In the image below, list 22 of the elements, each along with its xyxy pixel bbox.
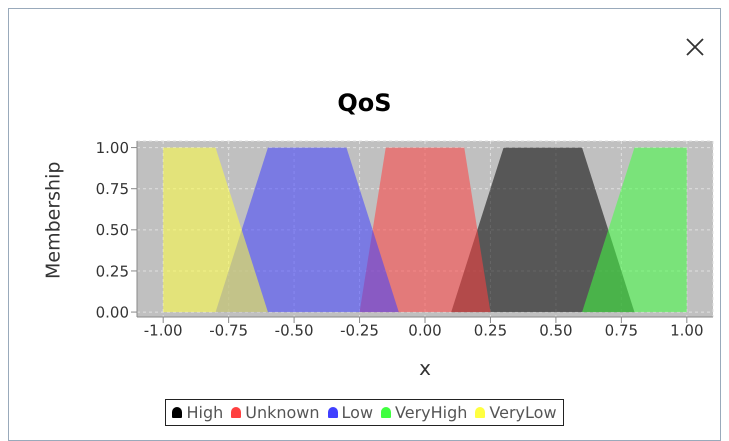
legend-label: Unknown xyxy=(245,403,320,422)
legend-label: VeryHigh xyxy=(395,403,468,422)
y-tick-label: 1.00 xyxy=(96,138,129,157)
x-tick-label: -0.75 xyxy=(209,322,248,340)
x-tick-label: -0.50 xyxy=(274,322,314,340)
x-tick-label: 0.50 xyxy=(539,322,573,340)
x-tick-label: 1.00 xyxy=(670,322,704,340)
x-axis-title: x xyxy=(419,356,432,380)
x-tick-label: 0.75 xyxy=(604,322,638,340)
x-tick-label: 0.00 xyxy=(408,322,442,340)
y-axis-title: Membership xyxy=(42,162,65,279)
y-tick-label: 0.25 xyxy=(96,262,129,280)
x-tick-label: -1.00 xyxy=(144,322,183,340)
y-tick-label: 0.50 xyxy=(96,221,129,240)
x-tick-label: 0.25 xyxy=(474,322,508,340)
legend-label: VeryLow xyxy=(489,403,557,422)
legend-label: Low xyxy=(342,403,374,422)
y-tick-label: 0.75 xyxy=(96,180,129,198)
x-tick-label: -0.25 xyxy=(340,322,379,340)
y-tick-label: 0.00 xyxy=(96,303,129,322)
chart-title: QoS xyxy=(336,89,393,117)
legend-label: High xyxy=(186,403,224,422)
